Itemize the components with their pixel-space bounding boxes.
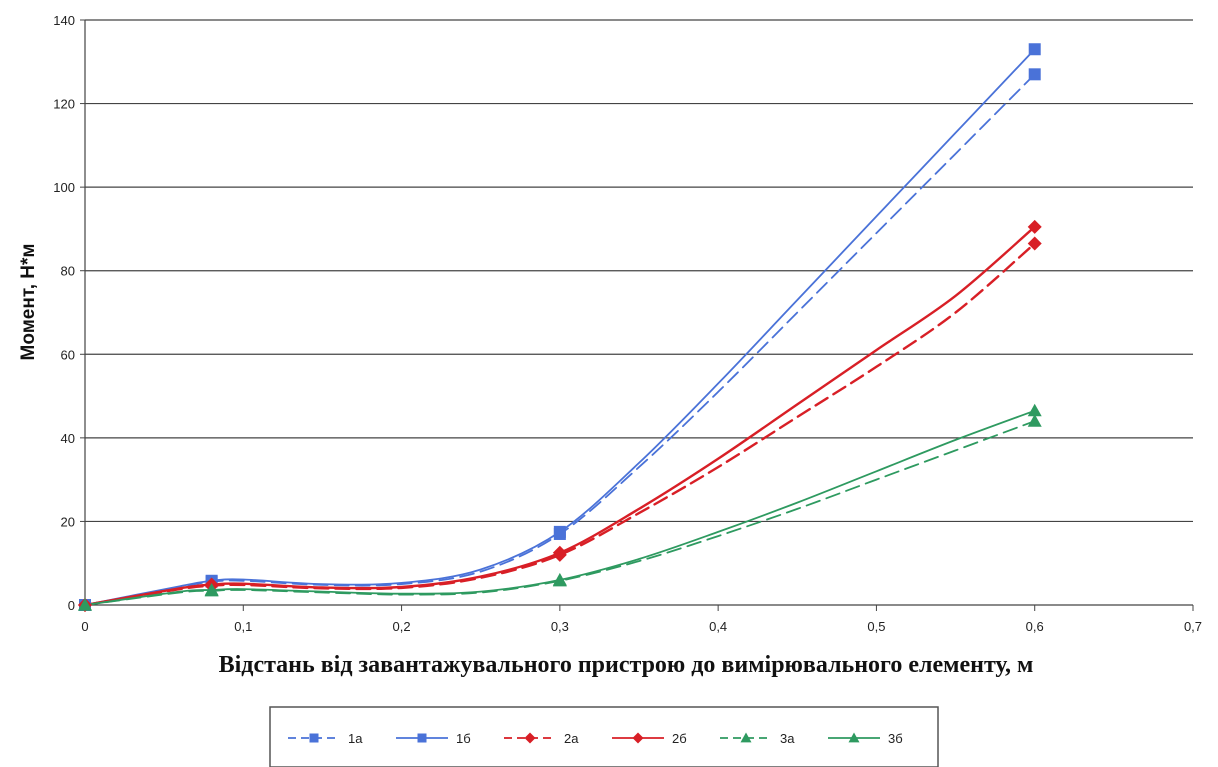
y-tick-label-4: 80 (61, 264, 75, 279)
x-tick-labels: 0 0,1 0,2 0,3 0,4 0,5 0,6 0,7 (81, 619, 1202, 634)
legend-box (269, 706, 939, 767)
series-line-3б (84, 409, 1036, 606)
data-point-2б-13 (1027, 219, 1042, 234)
legend-label-2б: 2б (672, 731, 687, 746)
series-line-2а (83, 242, 1036, 607)
y-tick-label-2: 40 (61, 431, 75, 446)
x-tick-label-5: 0,5 (867, 619, 885, 634)
y-tick-label-6: 120 (53, 97, 75, 112)
data-point-3б-0 (78, 598, 92, 611)
legend-label-2а: 2а (564, 731, 579, 746)
legend-label-3а: 3а (780, 731, 795, 746)
y-axis-label: Момент, Н*м (18, 244, 39, 361)
data-point-3а-13 (1027, 414, 1042, 427)
y-tick-label-3: 60 (61, 347, 75, 362)
y-tick-labels: 0 20 40 60 80 100 120 140 (53, 13, 75, 613)
y-tick-label-1: 20 (61, 514, 75, 529)
data-point-3б-7 (552, 572, 567, 586)
x-tick-label-1: 0,1 (234, 619, 252, 634)
legend-item-1а: 1а (288, 731, 363, 746)
y-tick-label-0: 0 (68, 598, 75, 613)
x-tick-label-2: 0,2 (393, 619, 411, 634)
legend-marker-3б (848, 732, 860, 743)
legend-item-2б: 2б (612, 731, 687, 746)
series-markers (78, 43, 1042, 612)
legend-marker-2б (632, 732, 644, 744)
axes (80, 19, 1194, 611)
x-tick-label-7: 0,7 (1184, 619, 1202, 634)
legend: 1а 1б 2а 2б 3а 3б (269, 706, 939, 767)
data-point-1б-7 (553, 525, 566, 538)
data-point-3б-2 (204, 582, 219, 596)
legend-marker-1а (309, 733, 319, 743)
series-line-2б (83, 225, 1036, 607)
legend-label-1а: 1а (348, 731, 363, 746)
data-point-1а-13 (1028, 68, 1041, 81)
x-tick-label-4: 0,4 (709, 619, 727, 634)
legend-label-3б: 3б (888, 731, 903, 746)
legend-items: 1а 1б 2а 2б 3а 3б (288, 731, 903, 746)
legend-item-2а: 2а (504, 731, 579, 746)
x-axis-label: Відстань від завантажувального пристрою … (219, 652, 1034, 678)
legend-marker-2а (524, 732, 536, 744)
y-tick-label-7: 140 (53, 13, 75, 28)
data-point-2б-7 (552, 545, 567, 560)
legend-marker-1б (417, 733, 427, 743)
legend-label-1б: 1б (456, 731, 471, 746)
x-tick-label-6: 0,6 (1026, 619, 1044, 634)
x-tick-label-3: 0,3 (551, 619, 569, 634)
legend-item-3а: 3а (720, 731, 795, 746)
data-point-3б-13 (1027, 403, 1042, 417)
data-point-2а-13 (1027, 236, 1042, 251)
legend-marker-3а (740, 732, 752, 743)
legend-item-3б: 3б (828, 731, 903, 746)
legend-item-1б: 1б (396, 731, 471, 746)
grid-lines (85, 19, 1193, 523)
y-tick-label-5: 100 (53, 180, 75, 195)
x-tick-label-0: 0 (81, 619, 88, 634)
data-point-1б-13 (1028, 43, 1041, 56)
